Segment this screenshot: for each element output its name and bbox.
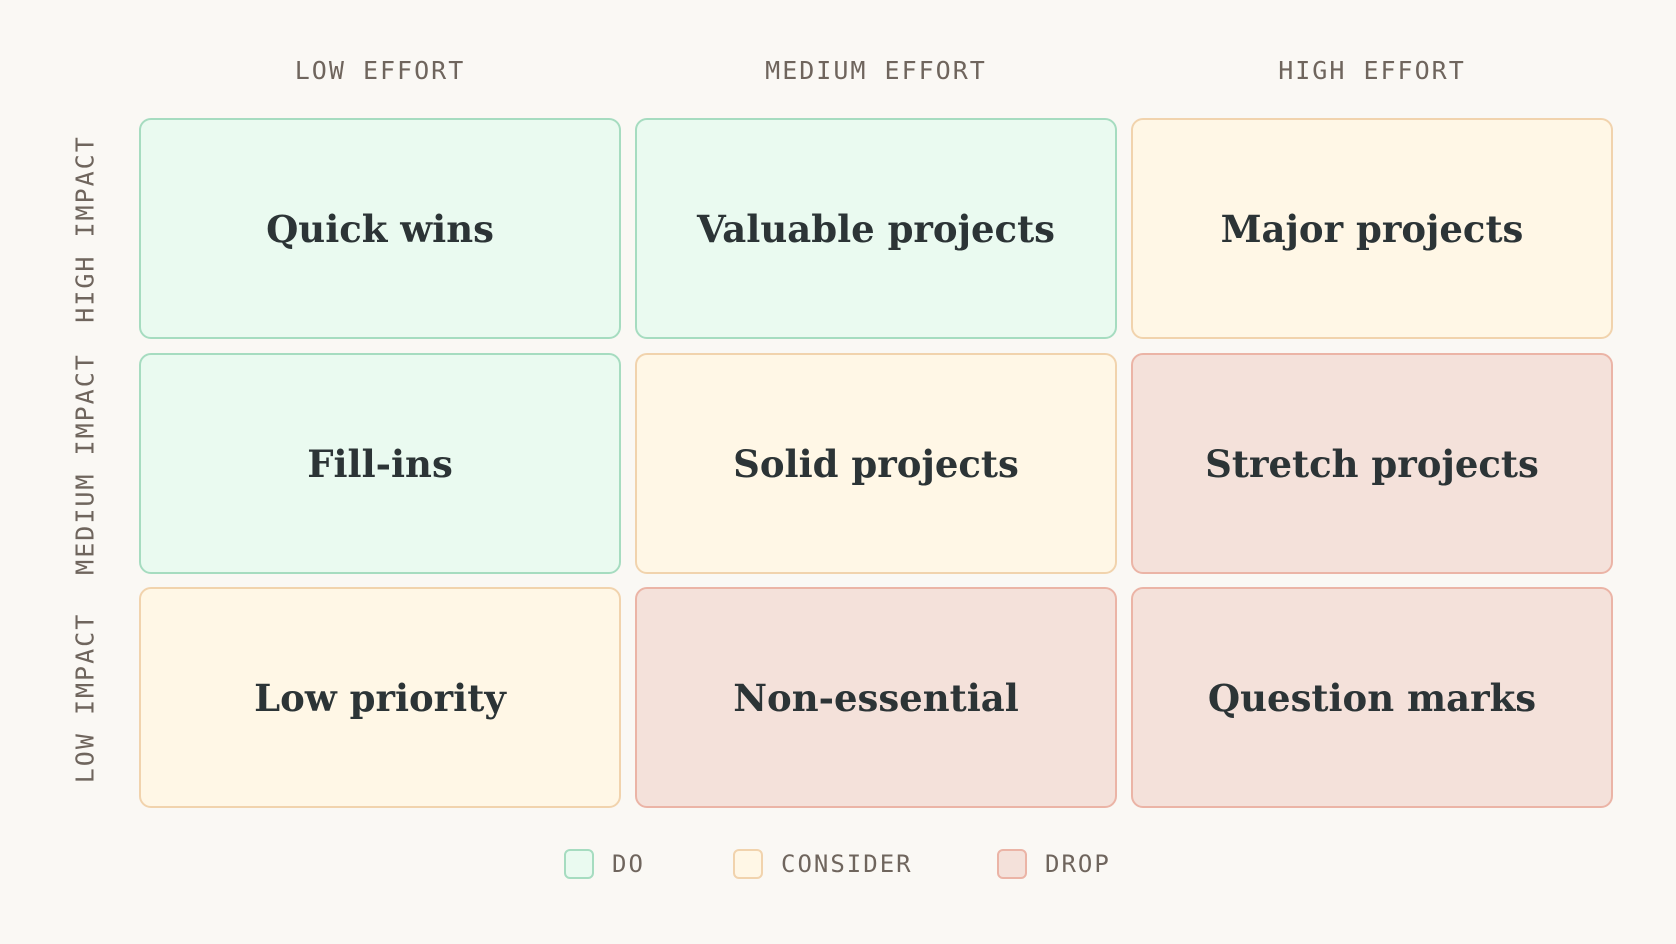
legend-label-do: DO [612,850,645,878]
cell-stretch-projects-label: Stretch projects [1205,441,1539,486]
column-header-low-effort: LOW EFFORT [294,56,466,85]
cell-question-marks: Question marks [1131,587,1613,808]
cell-valuable-projects: Valuable projects [635,118,1117,339]
legend-item-consider: CONSIDER [733,848,913,880]
legend-item-do: DO [564,848,645,880]
cell-quick-wins: Quick wins [139,118,621,339]
cell-stretch-projects: Stretch projects [1131,353,1613,574]
cell-fill-ins: Fill-ins [139,353,621,574]
cell-major-projects-label: Major projects [1220,206,1524,251]
cell-solid-projects-label: Solid projects [733,441,1019,486]
legend-swatch-consider [733,849,763,879]
row-header-low-impact-label: LOW IMPACT [70,612,100,784]
cell-major-projects: Major projects [1131,118,1613,339]
cell-fill-ins-label: Fill-ins [307,441,453,486]
column-header-medium-effort: MEDIUM EFFORT [765,56,987,85]
legend-swatch-do [564,849,594,879]
legend-label-consider: CONSIDER [781,850,913,878]
legend-swatch-drop [997,849,1027,879]
cell-non-essential-label: Non-essential [733,675,1019,720]
cell-low-priority-label: Low priority [254,675,506,720]
column-header-high-effort: HIGH EFFORT [1278,56,1466,85]
cell-valuable-projects-label: Valuable projects [697,206,1055,251]
cell-question-marks-label: Question marks [1207,675,1537,720]
row-header-medium-impact-label: MEDIUM IMPACT [70,353,100,575]
cell-low-priority: Low priority [139,587,621,808]
cell-quick-wins-label: Quick wins [266,206,494,251]
cell-non-essential: Non-essential [635,587,1117,808]
cell-solid-projects: Solid projects [635,353,1117,574]
legend-item-drop: DROP [997,848,1111,880]
row-header-high-impact-label: HIGH IMPACT [70,135,100,323]
legend-label-drop: DROP [1045,850,1111,878]
